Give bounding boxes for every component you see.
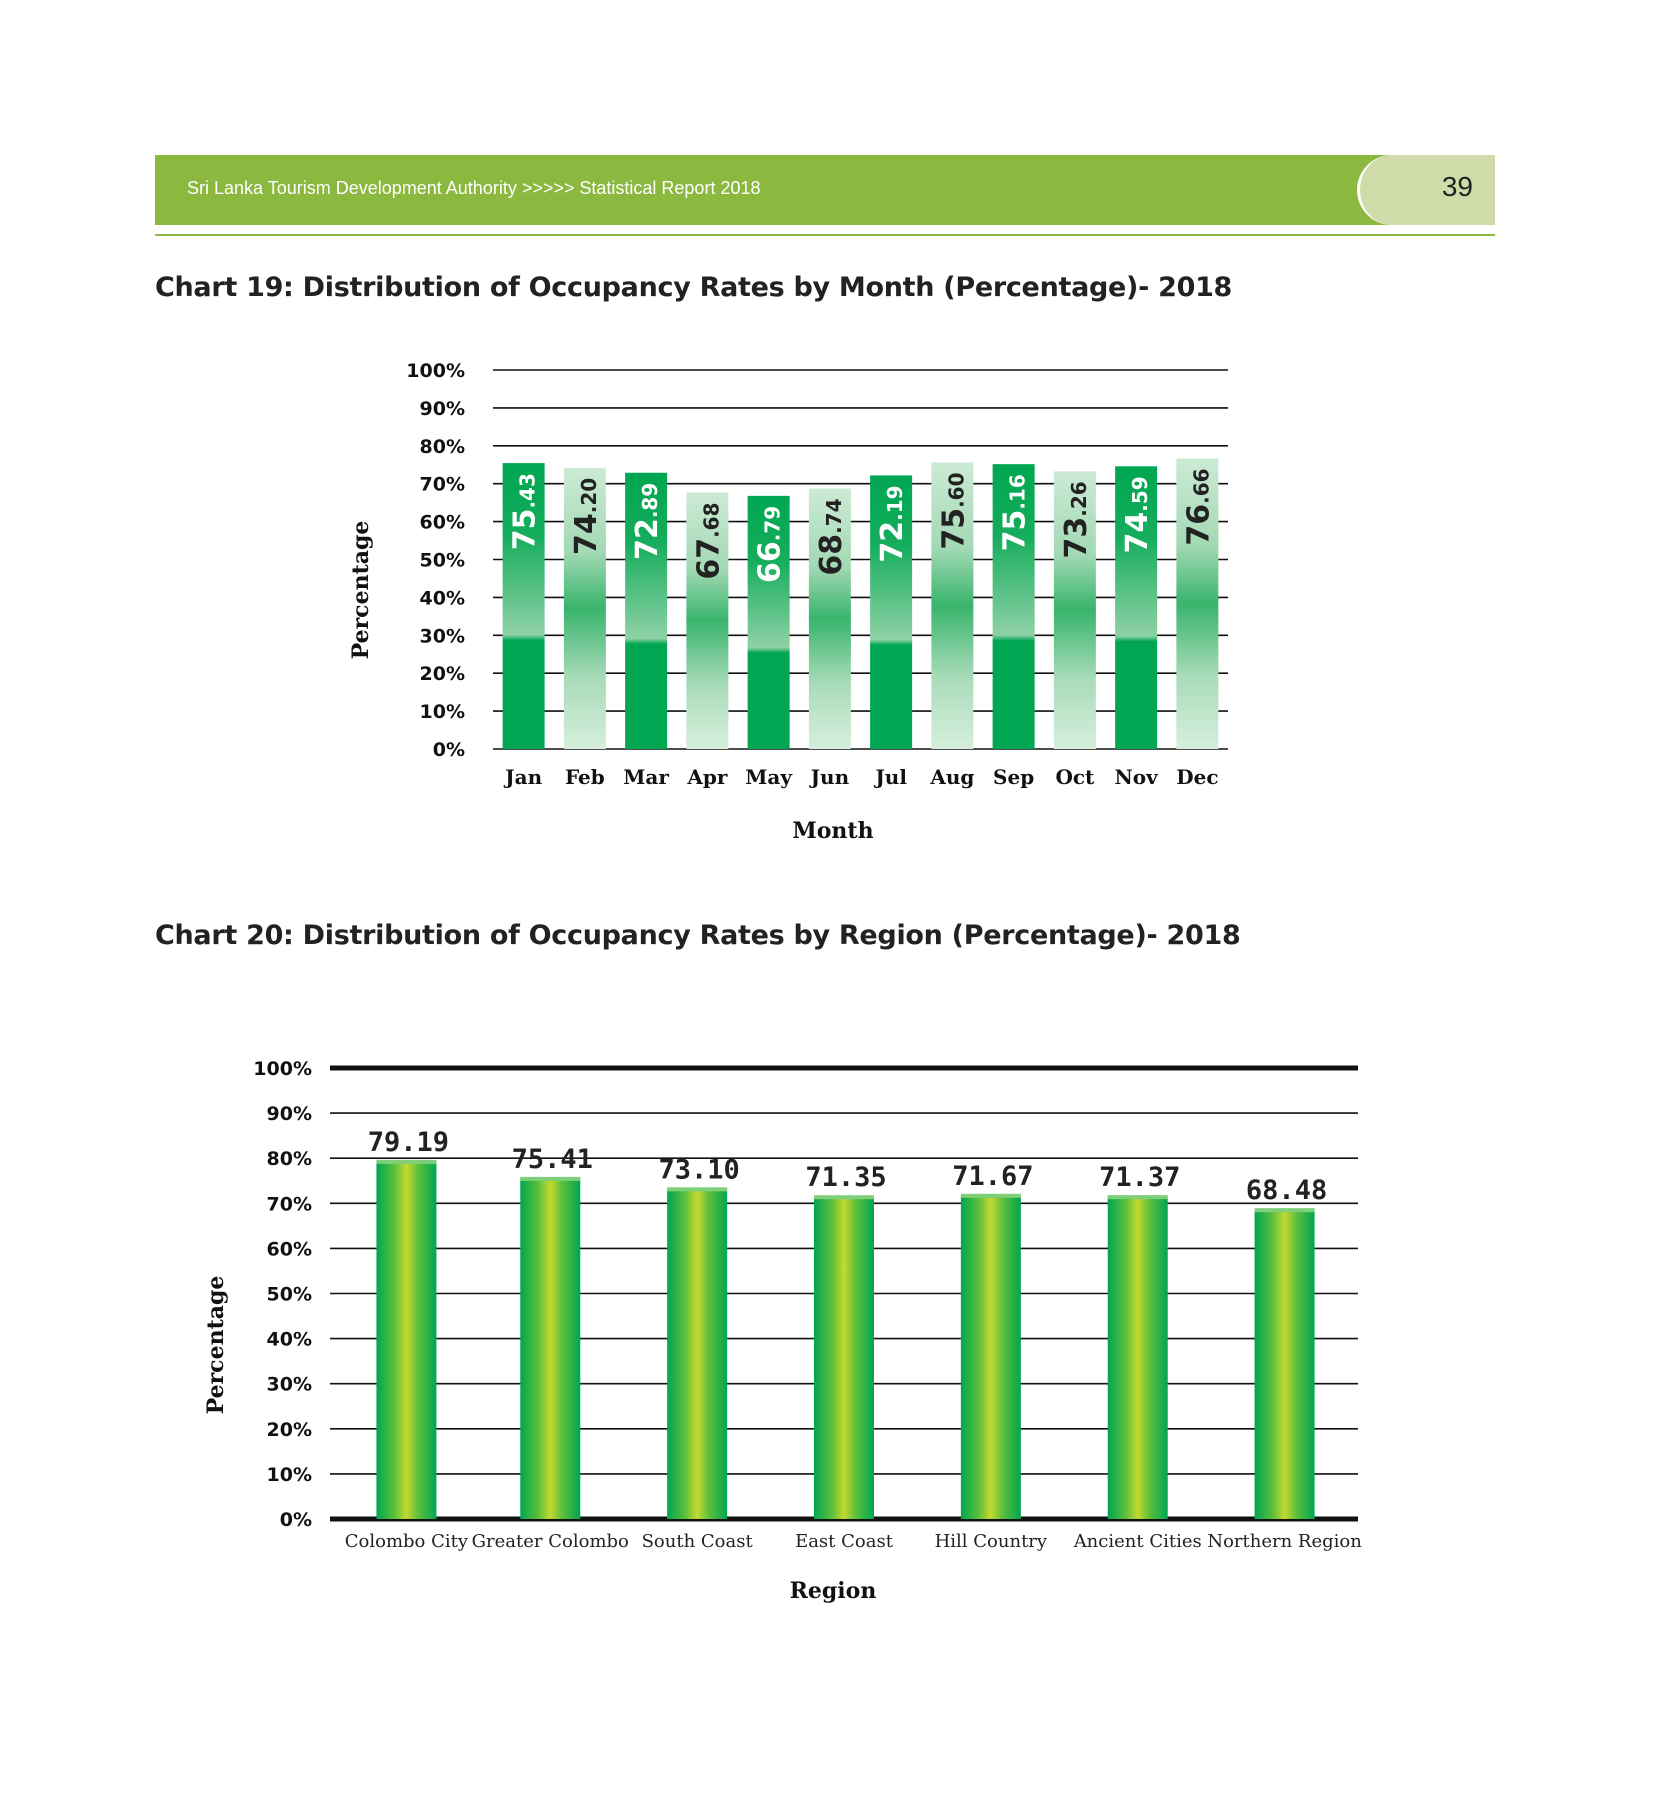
chart-19-category-label: Feb	[565, 765, 605, 789]
chart-19-category-label: Sep	[993, 765, 1034, 789]
chart-19-value-label: 72.19	[875, 485, 910, 562]
chart-20-y-tick-label: 30%	[267, 1374, 312, 1396]
chart-20-y-tick-label: 10%	[267, 1464, 312, 1486]
chart-19-y-tick-label: 20%	[420, 663, 465, 685]
chart-19-y-tick-label: 10%	[420, 701, 465, 723]
chart-19-y-tick-label: 90%	[420, 398, 465, 420]
chart-19-bar	[625, 472, 668, 749]
chart-20-bar-cap	[520, 1176, 581, 1181]
chart-19-category-label: Aug	[929, 765, 974, 789]
chart-19-y-tick-label: 100%	[406, 360, 465, 382]
chart-20-y-tick-label: 80%	[267, 1148, 312, 1170]
chart-20-value-label: 79.19	[368, 1127, 449, 1158]
chart-19-value-label: 72.89	[630, 483, 665, 560]
chart-19-category-label: Dec	[1176, 765, 1218, 789]
chart-20-bar	[814, 1197, 874, 1519]
chart-20-y-tick-label: 60%	[267, 1238, 312, 1260]
chart-20-category-label: Ancient Cities	[1073, 1531, 1202, 1552]
chart-20-value-label: 75.41	[512, 1144, 593, 1175]
chart-20-category-label: South Coast	[642, 1531, 754, 1552]
chart-20-bar	[1254, 1210, 1315, 1519]
chart-19-category-label: Jun	[809, 765, 850, 789]
header-title: Sri Lanka Tourism Development Authority …	[187, 178, 761, 198]
chart-19-y-tick-label: 0%	[433, 739, 465, 761]
chart-19-bar	[1115, 466, 1158, 749]
chart-19-value-label: 75.43	[508, 473, 543, 550]
chart-20-bar-cap	[1107, 1195, 1168, 1200]
chart-19-bar	[1053, 471, 1096, 749]
chart-20-bar	[520, 1178, 581, 1519]
chart-20-y-tick-label: 20%	[267, 1419, 312, 1441]
chart-19-bar	[870, 475, 913, 749]
chart-19-category-label: May	[745, 765, 793, 789]
header-band: Sri Lanka Tourism Development Authority …	[155, 155, 1495, 225]
chart-20-x-axis-title: Region	[790, 1578, 877, 1604]
chart-20-y-tick-label: 0%	[280, 1509, 312, 1531]
chart-20-bar-cap	[1254, 1208, 1315, 1213]
chart-20-y-tick-label: 40%	[267, 1329, 312, 1351]
chart-20-bar	[376, 1161, 437, 1519]
chart-19-value-label: 75.60	[936, 472, 971, 549]
chart-19-value-label: 66.79	[753, 506, 788, 583]
chart-20-category-label: Colombo City	[345, 1531, 469, 1552]
chart-20-bar-cap	[960, 1193, 1021, 1198]
chart-19-bar	[563, 467, 606, 749]
chart-20-y-tick-label: 100%	[253, 1058, 312, 1080]
chart-19-category-label: Mar	[623, 765, 669, 789]
chart-19-value-label: 76.66	[1181, 468, 1216, 545]
chart-19-bar	[502, 463, 545, 749]
page-number-tab: 39	[1357, 155, 1495, 225]
chart-19-y-tick-label: 30%	[420, 625, 465, 647]
chart-19-bar	[1176, 458, 1219, 749]
chart-19-category-label: Apr	[686, 765, 728, 789]
chart-20-y-tick-label: 50%	[267, 1284, 312, 1306]
chart-19-value-label: 74.59	[1120, 476, 1155, 553]
chart-19-value-label: 67.68	[691, 502, 726, 579]
chart-20-bar-cap	[814, 1195, 874, 1200]
chart-19-category-label: Oct	[1055, 765, 1095, 789]
chart-20-bar	[960, 1195, 1021, 1519]
chart-20-category-label: Northern Region	[1207, 1531, 1362, 1552]
chart-19-bar	[992, 464, 1035, 749]
chart-19-value-label: 73.26	[1059, 481, 1094, 558]
chart-19-value-label: 75.16	[998, 474, 1033, 551]
chart-20-category-label: East Coast	[795, 1531, 894, 1552]
chart-19-y-tick-label: 60%	[420, 512, 465, 534]
chart-19-category-label: Jul	[873, 765, 907, 789]
chart-20-category-label: Hill Country	[935, 1531, 1048, 1552]
chart-19-category-label: Nov	[1115, 765, 1160, 789]
chart-19-y-tick-label: 50%	[420, 550, 465, 572]
chart-19-bar	[931, 462, 974, 749]
chart-20-value-label: 71.37	[1099, 1162, 1180, 1193]
chart-20-bar-cap	[376, 1159, 437, 1164]
chart-20-value-label: 73.10	[659, 1154, 740, 1185]
chart-19-x-axis-title: Month	[792, 818, 873, 844]
chart-20-bar	[1107, 1197, 1168, 1519]
chart-20-y-tick-label: 70%	[267, 1193, 312, 1215]
chart-20-y-axis-title: Percentage	[203, 1276, 229, 1415]
chart-20-bar-cap	[667, 1187, 728, 1192]
chart-19-value-label: 74.20	[569, 478, 604, 555]
chart-19-bar	[747, 495, 790, 749]
page-number: 39	[1441, 171, 1473, 202]
header-rule	[155, 234, 1495, 236]
chart-19-title: Chart 19: Distribution of Occupancy Rate…	[155, 272, 1233, 303]
chart-19-category-label: Jan	[503, 765, 542, 789]
chart-20-category-label: Greater Colombo	[472, 1531, 629, 1552]
chart-19-y-axis-title: Percentage	[348, 521, 374, 660]
chart-19-bar	[686, 492, 729, 749]
chart-20-value-label: 68.48	[1246, 1175, 1327, 1206]
chart-19-y-tick-label: 40%	[420, 587, 465, 609]
chart-19-bar	[808, 488, 851, 749]
chart-20-bar	[667, 1189, 728, 1519]
chart-19-y-tick-label: 70%	[420, 474, 465, 496]
chart-20-value-label: 71.35	[805, 1162, 886, 1193]
chart-20-title: Chart 20: Distribution of Occupancy Rate…	[155, 920, 1241, 951]
chart-20-y-tick-label: 90%	[267, 1103, 312, 1125]
chart-19-value-label: 68.74	[814, 498, 849, 575]
chart-20-value-label: 71.67	[952, 1161, 1033, 1192]
chart-19-y-tick-label: 80%	[420, 436, 465, 458]
